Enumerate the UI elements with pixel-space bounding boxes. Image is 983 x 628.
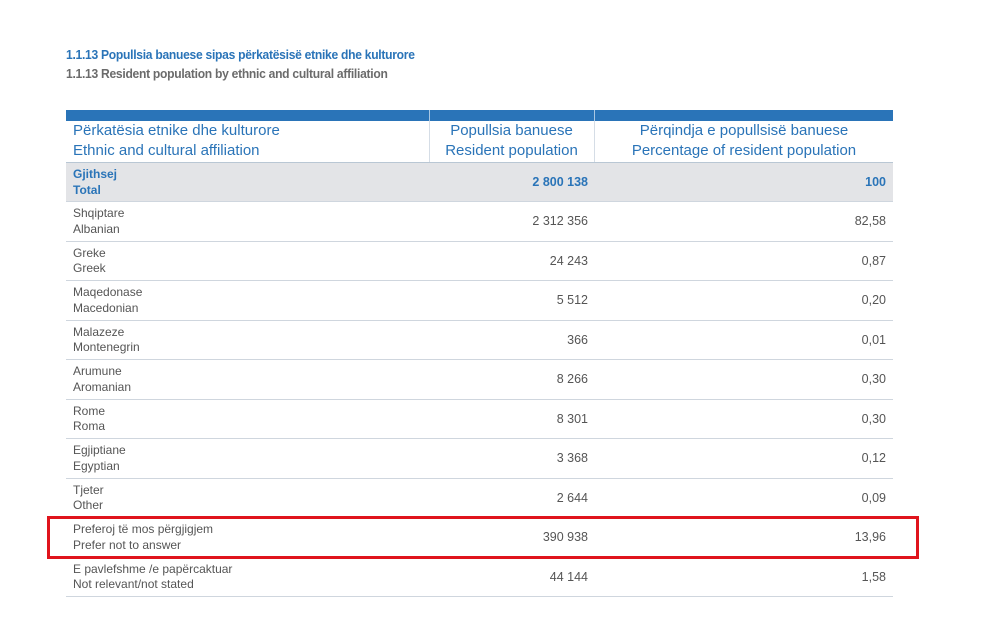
- row-percent: 13,96: [854, 530, 886, 544]
- row-percent: 0,30: [861, 372, 886, 386]
- row-label-en: Macedonian: [73, 300, 139, 315]
- row-label-en: Albanian: [73, 221, 120, 236]
- row-label-sq: Shqiptare: [73, 206, 125, 220]
- row-percent: 0,09: [861, 490, 886, 505]
- table-row: Malazeze Montenegrin 366 0,01: [66, 321, 893, 360]
- row-label-en: Total: [73, 182, 101, 197]
- row-label-en: Greek: [73, 261, 106, 275]
- row-population: 2 800 138: [532, 175, 588, 189]
- row-label: Greke Greek: [73, 246, 106, 277]
- row-percent: 0,87: [861, 253, 886, 268]
- table-row: Rome Roma 8 301 0,30: [66, 400, 893, 439]
- row-label-sq: Rome: [73, 403, 106, 418]
- header-affiliation-en: Ethnic and cultural affiliation: [73, 142, 260, 159]
- row-label-sq: Gjithsej: [73, 167, 118, 181]
- row-label-en: Egyptian: [73, 458, 120, 473]
- table-row: Tjeter Other 2 644 0,09: [66, 479, 893, 518]
- row-label-sq: Greke: [73, 245, 106, 260]
- row-label-sq: Maqedonase: [73, 285, 143, 299]
- row-label: Malazeze Montenegrin: [73, 325, 140, 356]
- row-label-sq: E pavlefshme /e papërcaktuar: [73, 561, 233, 576]
- row-population: 8 301: [556, 411, 588, 426]
- row-label: Gjithsej Total: [73, 167, 117, 198]
- row-population: 390 938: [542, 530, 588, 544]
- row-label: Tjeter Other: [73, 483, 104, 514]
- row-label-sq: Egjiptiane: [73, 443, 126, 457]
- header-percentage-en: Percentage of resident population: [631, 142, 857, 159]
- row-percent: 100: [865, 175, 886, 189]
- table-top-bar: [66, 110, 893, 121]
- header-affiliation-sq: Përkatësia etnike dhe kulturore: [73, 122, 280, 139]
- row-label: Rome Roma: [73, 404, 105, 435]
- row-label-en: Not relevant/not stated: [73, 577, 194, 591]
- row-label-sq: Tjeter: [73, 482, 104, 497]
- table-header: Përkatësia etnike dhe kulturore Ethnic a…: [66, 121, 893, 163]
- highlight-box: [47, 516, 919, 559]
- row-population: 8 266: [556, 372, 588, 386]
- row-population: 3 368: [556, 451, 588, 465]
- table-row: Arumune Aromanian 8 266 0,30: [66, 360, 893, 400]
- row-label-en: Roma: [73, 419, 106, 433]
- table-row: E pavlefshme /e papërcaktuar Not relevant…: [66, 558, 893, 597]
- row-percent: 0,30: [861, 411, 886, 426]
- row-label: Egjiptiane Egyptian: [73, 443, 126, 474]
- header-percentage: Përqindja e popullsisë banuese Percentag…: [595, 121, 893, 161]
- header-population-en: Resident population: [445, 142, 578, 159]
- row-population: 366: [567, 332, 588, 347]
- row-population: 44 144: [549, 569, 588, 584]
- row-population: 2 644: [556, 490, 588, 505]
- table-row: Egjiptiane Egyptian 3 368 0,12: [66, 439, 893, 479]
- row-percent: 0,20: [861, 293, 886, 307]
- row-label-sq: Preferoj të mos përgjigjem: [73, 522, 214, 536]
- row-percent: 0,01: [861, 332, 886, 347]
- header-affiliation: Përkatësia etnike dhe kulturore Ethnic a…: [73, 121, 280, 161]
- row-label: Preferoj të mos përgjigjem Prefer not to …: [73, 522, 213, 553]
- table-titles: 1.1.13 Popullsia banuese sipas përkatësi…: [66, 46, 441, 84]
- title-albanian: 1.1.13 Popullsia banuese sipas përkatësi…: [66, 47, 415, 62]
- row-percent: 1,58: [861, 569, 886, 584]
- row-population: 2 312 356: [532, 214, 588, 228]
- row-label-sq: Malazeze: [73, 324, 125, 339]
- table-row: Maqedonase Macedonian 5 512 0,20: [66, 281, 893, 321]
- row-label: Shqiptare Albanian: [73, 206, 124, 237]
- row-label-en: Montenegrin: [73, 340, 140, 354]
- row-label-en: Other: [73, 498, 104, 512]
- row-label-sq: Arumune: [73, 364, 122, 378]
- row-label: Arumune Aromanian: [73, 364, 131, 395]
- row-population: 5 512: [556, 293, 588, 307]
- row-percent: 0,12: [861, 451, 886, 465]
- row-percent: 82,58: [854, 214, 886, 228]
- row-label: E pavlefshme /e papërcaktuar Not relevant…: [73, 562, 232, 593]
- table-row: Shqiptare Albanian 2 312 356 82,58: [66, 202, 893, 242]
- row-population: 24 243: [549, 253, 588, 268]
- header-population: Popullsia banuese Resident population: [430, 121, 593, 161]
- row-label: Maqedonase Macedonian: [73, 285, 142, 316]
- row-label-en: Aromanian: [73, 379, 132, 394]
- header-population-sq: Popullsia banuese: [450, 122, 573, 139]
- table-row: Greke Greek 24 243 0,87: [66, 242, 893, 281]
- header-percentage-sq: Përqindja e popullsisë banuese: [639, 122, 849, 139]
- title-english: 1.1.13 Resident population by ethnic and…: [66, 66, 388, 81]
- table-row-total: Gjithsej Total 2 800 138 100: [66, 163, 893, 202]
- row-label-en: Prefer not to answer: [73, 537, 182, 552]
